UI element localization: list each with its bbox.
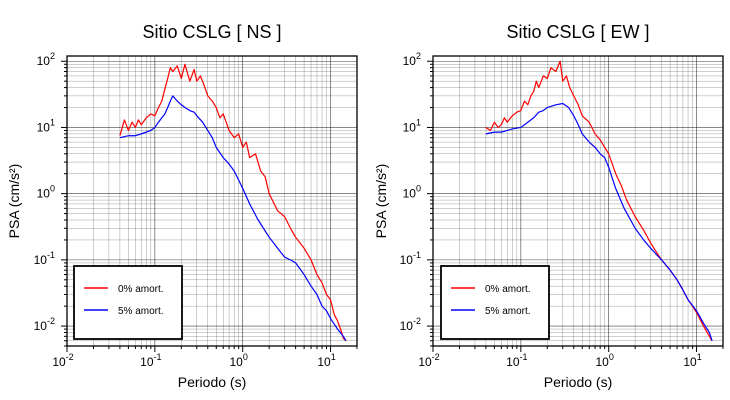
legend-label: 0% amort. xyxy=(118,284,164,295)
y-tick-label: 101 xyxy=(403,117,421,134)
plot-frame xyxy=(66,55,358,347)
y-axis-label: PSA (cm/s²) xyxy=(373,164,389,239)
y-tick-label: 100 xyxy=(403,184,421,201)
plot-frame xyxy=(432,55,724,347)
series-line-1 xyxy=(119,95,347,342)
y-tick-label: 10-1 xyxy=(400,250,421,267)
y-tick-label: 100 xyxy=(37,184,55,201)
grid xyxy=(432,56,723,346)
y-tick-label: 10-2 xyxy=(400,316,421,333)
y-tick-label: 101 xyxy=(37,117,55,134)
x-tick-label: 101 xyxy=(317,352,335,369)
legend-box xyxy=(440,265,550,340)
x-axis-label: Periodo (s) xyxy=(544,374,612,390)
x-tick-label: 101 xyxy=(683,352,701,369)
chart-panel-ew: Sitio CSLG [ EW ] 10-2 10-1 100 101 10-2 10-1… xyxy=(373,22,724,390)
axis-ticks xyxy=(61,60,358,352)
x-tick-label: 10-1 xyxy=(506,352,527,369)
legend: 0% amort. 5% amort. xyxy=(73,265,183,340)
series-line-0 xyxy=(119,63,347,342)
y-axis-label: PSA (cm/s²) xyxy=(6,164,22,239)
data-lines xyxy=(485,60,713,342)
chart-title: Sitio CSLG [ EW ] xyxy=(506,22,649,42)
legend: 0% amort. 5% amort. xyxy=(440,265,550,340)
axis-tick-labels: 10-2 10-1 100 101 10-2 10-1 100 101 102 xyxy=(34,51,336,369)
chart-panel-ns: Sitio CSLG [ NS ] 10-2 10-1 100 101 10-2 10-1… xyxy=(6,22,358,390)
axis-tick-labels: 10-2 10-1 100 101 10-2 10-1 100 101 102 xyxy=(400,51,702,369)
legend-label: 5% amort. xyxy=(118,306,164,317)
y-tick-label: 102 xyxy=(37,51,55,68)
legend-label: 0% amort. xyxy=(485,284,531,295)
series-line-1 xyxy=(485,102,713,341)
chart-title: Sitio CSLG [ NS ] xyxy=(142,22,281,42)
x-tick-label: 10-2 xyxy=(418,352,439,369)
legend-box xyxy=(73,265,183,340)
y-tick-label: 10-1 xyxy=(34,250,55,267)
data-lines xyxy=(119,63,347,342)
x-tick-label: 10-1 xyxy=(140,352,161,369)
legend-label: 5% amort. xyxy=(485,306,531,317)
x-tick-label: 100 xyxy=(596,352,614,369)
x-axis-label: Periodo (s) xyxy=(178,374,246,390)
y-tick-label: 102 xyxy=(403,51,421,68)
y-tick-label: 10-2 xyxy=(34,316,55,333)
x-tick-label: 10-2 xyxy=(52,352,73,369)
axis-ticks xyxy=(427,60,724,352)
x-tick-label: 100 xyxy=(230,352,248,369)
